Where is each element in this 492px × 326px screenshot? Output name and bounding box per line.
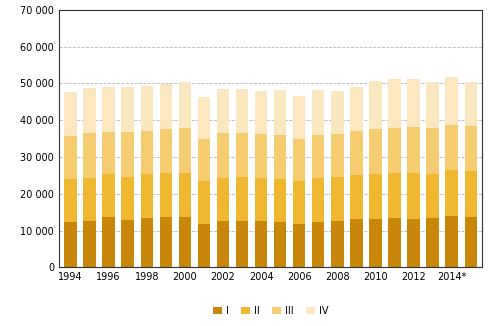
Bar <box>464 126 477 171</box>
Bar <box>255 134 267 178</box>
Bar <box>407 173 420 219</box>
Bar <box>159 217 172 267</box>
Bar <box>198 181 210 224</box>
Bar <box>159 84 172 129</box>
Bar <box>388 79 400 127</box>
Bar <box>64 92 77 136</box>
Bar <box>293 224 306 267</box>
Bar <box>293 181 306 224</box>
Bar <box>388 127 400 173</box>
Bar <box>312 222 324 267</box>
Bar <box>369 174 382 219</box>
Bar <box>312 135 324 178</box>
Bar <box>388 173 400 218</box>
Bar <box>122 177 134 220</box>
Bar <box>350 87 363 131</box>
Bar <box>236 133 248 177</box>
Bar <box>255 221 267 267</box>
Bar <box>274 135 286 179</box>
Bar <box>83 178 96 221</box>
Bar <box>64 222 77 267</box>
Bar <box>122 87 134 132</box>
Bar <box>445 170 458 216</box>
Bar <box>312 178 324 222</box>
Bar <box>198 224 210 267</box>
Bar <box>122 220 134 267</box>
Bar <box>179 128 191 173</box>
Bar <box>427 82 439 128</box>
Bar <box>274 90 286 135</box>
Bar <box>236 89 248 133</box>
Bar <box>217 221 229 267</box>
Bar <box>331 221 343 267</box>
Bar <box>179 82 191 128</box>
Bar <box>369 129 382 174</box>
Bar <box>217 133 229 178</box>
Bar <box>293 139 306 181</box>
Bar <box>102 87 115 132</box>
Bar <box>141 218 153 267</box>
Bar <box>274 222 286 267</box>
Bar <box>427 218 439 267</box>
Bar <box>350 219 363 267</box>
Bar <box>179 173 191 217</box>
Bar <box>350 175 363 219</box>
Bar <box>445 125 458 170</box>
Bar <box>464 171 477 217</box>
Bar <box>255 178 267 221</box>
Bar <box>83 88 96 133</box>
Bar <box>427 173 439 218</box>
Bar <box>122 132 134 177</box>
Bar <box>445 78 458 125</box>
Bar <box>83 221 96 267</box>
Bar <box>198 139 210 181</box>
Bar <box>102 132 115 174</box>
Bar <box>198 97 210 139</box>
Bar <box>369 81 382 129</box>
Bar <box>217 89 229 133</box>
Bar <box>427 128 439 173</box>
Bar <box>141 131 153 174</box>
Bar <box>159 129 172 173</box>
Bar <box>236 221 248 267</box>
Bar <box>83 133 96 178</box>
Bar <box>331 91 343 134</box>
Bar <box>445 216 458 267</box>
Bar <box>64 136 77 179</box>
Bar <box>331 177 343 221</box>
Bar <box>179 217 191 267</box>
Bar <box>102 174 115 217</box>
Bar <box>159 173 172 217</box>
Bar <box>312 90 324 135</box>
Bar <box>464 82 477 126</box>
Bar <box>236 177 248 221</box>
Bar <box>141 86 153 131</box>
Bar <box>64 179 77 222</box>
Bar <box>407 219 420 267</box>
Bar <box>274 179 286 222</box>
Bar <box>369 219 382 267</box>
Legend: I, II, III, IV: I, II, III, IV <box>213 306 329 316</box>
Bar <box>217 178 229 221</box>
Bar <box>293 96 306 139</box>
Bar <box>407 79 420 127</box>
Bar <box>102 217 115 267</box>
Bar <box>331 134 343 177</box>
Bar <box>141 174 153 218</box>
Bar <box>255 92 267 134</box>
Bar <box>407 127 420 173</box>
Bar <box>464 217 477 267</box>
Bar <box>388 218 400 267</box>
Bar <box>350 131 363 175</box>
